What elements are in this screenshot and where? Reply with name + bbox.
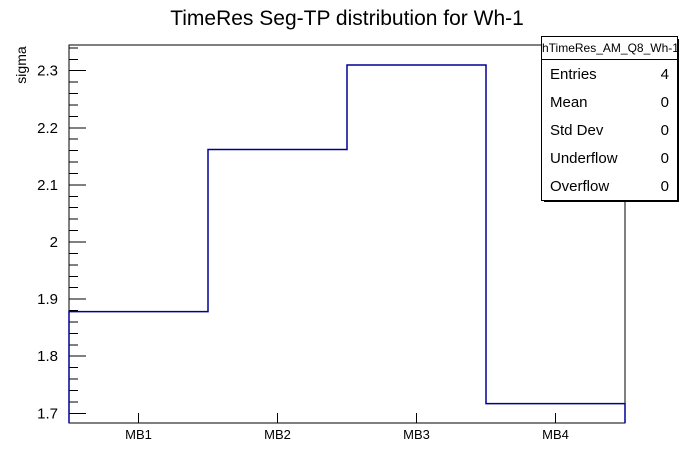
y-tick-label: 2.2 [37,120,58,137]
stats-value: 0 [660,177,669,195]
stats-label: Mean [550,93,588,111]
stats-value: 0 [660,93,669,111]
x-tick-label: MB1 [125,427,152,442]
stats-row-stddev: Std Dev 0 [550,122,669,139]
x-tick-label: MB4 [542,427,569,442]
stats-label: Underflow [550,149,618,167]
stats-value: 0 [660,149,669,167]
y-tick-label: 2.3 [37,63,58,80]
y-tick-label: 1.7 [37,405,58,422]
chart-title: TimeRes Seg-TP distribution for Wh-1 [170,7,524,30]
stats-row-mean: Mean 0 [550,94,669,111]
y-tick-label: 2.1 [37,177,58,194]
x-tick-label: MB2 [264,427,291,442]
stats-box: hTimeRes_AM_Q8_Wh-1 Entries 4 Mean 0 Std… [541,36,678,201]
y-tick-label: 1.9 [37,291,58,308]
stats-row-underflow: Underflow 0 [550,150,669,167]
stats-value: 4 [660,65,669,83]
y-tick-label: 1.8 [37,348,58,365]
stats-row-overflow: Overflow 0 [550,178,669,195]
stats-box-rows: Entries 4 Mean 0 Std Dev 0 Underflow 0 O… [542,60,677,200]
stats-row-entries: Entries 4 [550,66,669,83]
plot-frame [68,44,626,424]
stats-box-title: hTimeRes_AM_Q8_Wh-1 [542,37,677,60]
stats-value: 0 [660,121,669,139]
histogram-line [68,64,626,423]
stats-label: Std Dev [550,121,604,139]
y-tick-label: 2 [50,234,58,251]
x-tick-label: MB3 [403,427,430,442]
stats-label: Overflow [550,177,610,195]
stats-label: Entries [550,65,597,83]
